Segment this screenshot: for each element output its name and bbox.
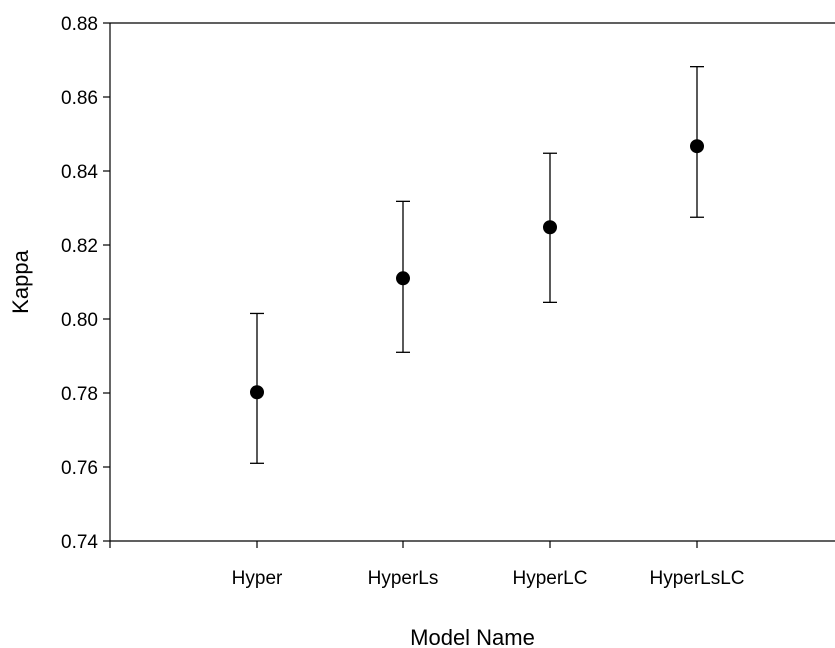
y-tick-label-7: 0.88 bbox=[61, 14, 98, 35]
x-tick-label-2: HyperLC bbox=[513, 568, 588, 589]
data-point-2 bbox=[543, 220, 557, 235]
plot-area: 0.74 0.76 0.78 0.80 0.82 0.84 0.86 0.88 Hyper Hyp… bbox=[61, 14, 835, 589]
x-axis-title: Model Name bbox=[410, 625, 535, 648]
x-tick-label-1: HyperLs bbox=[368, 568, 439, 589]
data-point-0 bbox=[250, 385, 264, 400]
y-tick-label-3: 0.80 bbox=[61, 310, 98, 331]
y-tick-label-2: 0.78 bbox=[61, 384, 98, 405]
y-tick-label-1: 0.76 bbox=[61, 458, 98, 479]
data-point-1 bbox=[396, 271, 410, 286]
data-point-3 bbox=[690, 139, 704, 154]
y-tick-label-6: 0.86 bbox=[61, 88, 98, 109]
y-axis-title: Kappa bbox=[8, 249, 33, 313]
x-tick-label-3: HyperLsLC bbox=[649, 568, 744, 589]
y-tick-label-4: 0.82 bbox=[61, 236, 98, 257]
y-tick-label-5: 0.84 bbox=[61, 162, 98, 183]
x-tick-label-0: Hyper bbox=[232, 568, 283, 589]
y-tick-label-0: 0.74 bbox=[61, 532, 98, 553]
